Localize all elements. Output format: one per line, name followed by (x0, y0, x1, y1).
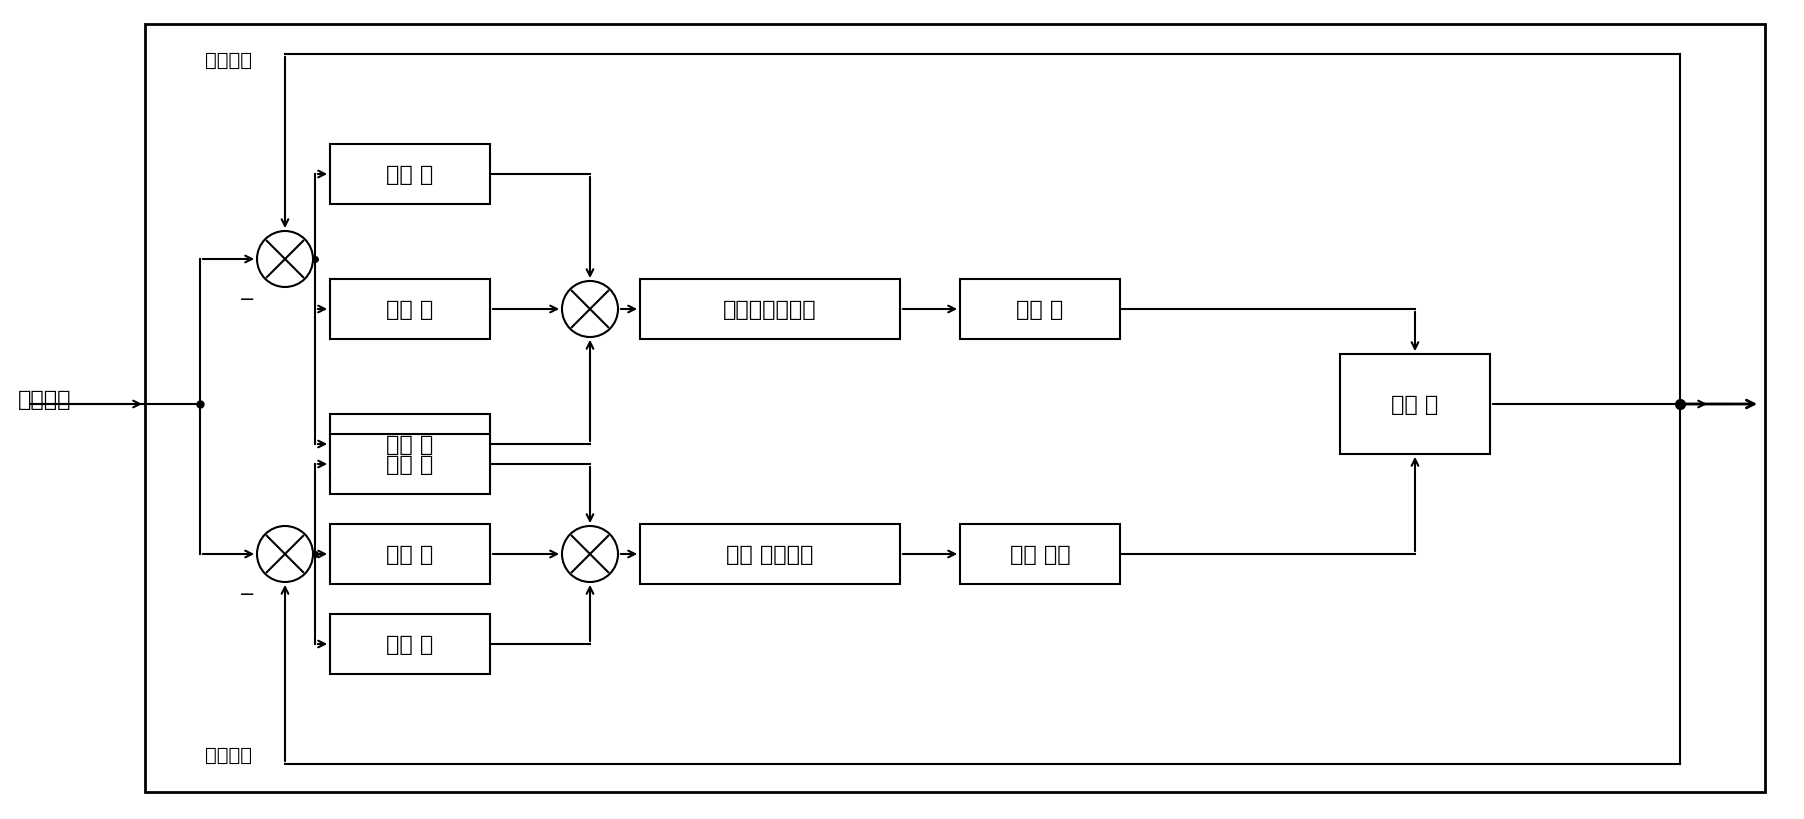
Bar (330, 279, 491, 340)
Bar (640, 279, 900, 340)
Text: 微分 项: 微分 项 (386, 434, 433, 455)
Circle shape (563, 282, 619, 337)
Bar (640, 524, 900, 584)
Circle shape (563, 527, 619, 582)
Text: 天然气喷射脉宽: 天然气喷射脉宽 (723, 300, 817, 319)
Bar (330, 614, 491, 674)
Text: 目标转速: 目标转速 (18, 390, 72, 410)
Text: 微分 项: 微分 项 (386, 634, 433, 654)
Text: 电机 动作步长: 电机 动作步长 (727, 545, 814, 564)
Text: 积分 项: 积分 项 (386, 300, 433, 319)
Text: 比例 项: 比例 项 (386, 455, 433, 474)
Circle shape (256, 527, 314, 582)
Text: 发动 机: 发动 机 (1391, 395, 1438, 414)
Text: 比例 项: 比例 项 (386, 165, 433, 185)
Text: 喷射 阀: 喷射 阀 (1016, 300, 1064, 319)
Text: −: − (238, 584, 254, 604)
Bar (144, 25, 1764, 792)
Text: 积分 项: 积分 项 (386, 545, 433, 564)
Bar (330, 145, 491, 205)
Bar (960, 524, 1120, 584)
Text: −: − (238, 290, 254, 309)
Text: 实际转速: 实际转速 (206, 744, 253, 763)
Bar (330, 524, 491, 584)
Bar (330, 414, 491, 474)
Text: 步进 电机: 步进 电机 (1010, 545, 1070, 564)
Circle shape (256, 232, 314, 287)
Text: 实际转速: 实际转速 (206, 51, 253, 70)
Bar (1340, 355, 1490, 455)
Bar (960, 279, 1120, 340)
Bar (330, 434, 491, 495)
